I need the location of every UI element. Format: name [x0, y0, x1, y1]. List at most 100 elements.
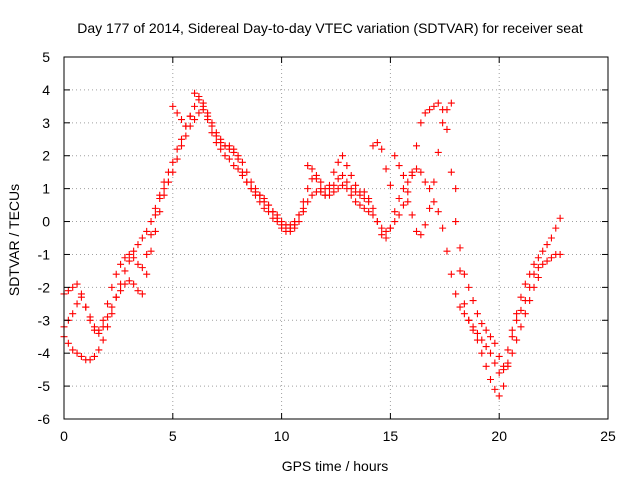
data-point	[304, 185, 312, 193]
data-point	[434, 99, 442, 107]
data-point	[147, 231, 155, 239]
y-axis-title: SDTVAR / TECUs	[6, 184, 22, 296]
data-point	[182, 122, 190, 130]
data-point	[178, 142, 186, 150]
data-point	[343, 178, 351, 186]
data-point	[378, 224, 386, 232]
x-axis-title: GPS time / hours	[282, 458, 389, 474]
data-point	[299, 198, 307, 206]
data-point	[134, 241, 142, 249]
data-point	[426, 185, 434, 193]
data-point	[130, 247, 138, 255]
data-point	[265, 201, 273, 209]
data-point	[230, 162, 238, 170]
data-point	[386, 181, 394, 189]
data-point	[99, 316, 107, 324]
data-point	[151, 227, 159, 235]
data-point	[130, 254, 138, 262]
data-point	[356, 201, 364, 209]
data-point	[434, 148, 442, 156]
y-tick-label: 5	[42, 49, 50, 65]
data-point	[247, 185, 255, 193]
data-point	[413, 142, 421, 150]
y-tick-labels: -6 -5 -4 -3 -2 -1 0 1 2 3 4 5	[38, 49, 51, 427]
data-point	[160, 185, 168, 193]
data-point	[69, 346, 77, 354]
data-point	[513, 316, 521, 324]
data-point	[199, 102, 207, 110]
data-point	[173, 155, 181, 163]
data-point	[430, 102, 438, 110]
x-tick-labels: 0 5 10 15 20 25	[60, 428, 616, 444]
data-point	[173, 145, 181, 153]
data-point	[125, 257, 133, 265]
data-point	[265, 208, 273, 216]
x-tick-label: 15	[383, 428, 399, 444]
data-point	[426, 204, 434, 212]
data-point	[130, 280, 138, 288]
data-point	[486, 349, 494, 357]
data-point	[473, 310, 481, 318]
data-point	[304, 162, 312, 170]
data-point	[117, 260, 125, 268]
data-point	[156, 208, 164, 216]
y-tick-label: -5	[38, 378, 51, 394]
data-points	[60, 89, 564, 400]
data-point	[543, 257, 551, 265]
data-point	[504, 346, 512, 354]
data-point	[434, 208, 442, 216]
data-point	[426, 106, 434, 114]
data-point	[256, 198, 264, 206]
data-point	[391, 218, 399, 226]
data-point	[413, 227, 421, 235]
data-point	[508, 349, 516, 357]
data-point	[452, 218, 460, 226]
data-point	[73, 349, 81, 357]
data-point	[539, 247, 547, 255]
data-point	[90, 352, 98, 360]
data-point	[460, 270, 468, 278]
data-point	[191, 89, 199, 97]
data-point	[104, 300, 112, 308]
data-point	[478, 336, 486, 344]
data-point	[482, 343, 490, 351]
data-point	[325, 181, 333, 189]
data-point	[534, 273, 542, 281]
data-point	[243, 178, 251, 186]
x-tick-label: 5	[169, 428, 177, 444]
data-point	[500, 362, 508, 370]
data-point	[547, 254, 555, 262]
data-point	[547, 234, 555, 242]
data-point	[104, 313, 112, 321]
x-tick-label: 20	[491, 428, 507, 444]
data-point	[308, 165, 316, 173]
data-point	[343, 162, 351, 170]
data-point	[69, 283, 77, 291]
data-point	[521, 310, 529, 318]
data-point	[195, 92, 203, 100]
data-point	[90, 326, 98, 334]
data-point	[413, 165, 421, 173]
data-point	[295, 218, 303, 226]
data-point	[295, 211, 303, 219]
data-point	[452, 290, 460, 298]
data-point	[395, 162, 403, 170]
data-point	[121, 254, 129, 262]
data-point	[86, 316, 94, 324]
data-point	[478, 320, 486, 328]
data-point	[334, 185, 342, 193]
data-point	[478, 349, 486, 357]
data-point	[225, 142, 233, 150]
y-tick-label: 2	[42, 148, 50, 164]
data-point	[456, 244, 464, 252]
data-point	[308, 191, 316, 199]
data-point	[77, 352, 85, 360]
data-point	[517, 323, 525, 331]
data-point	[69, 310, 77, 318]
data-point	[321, 191, 329, 199]
data-point	[539, 260, 547, 268]
data-point	[365, 208, 373, 216]
data-point	[534, 254, 542, 262]
data-point	[447, 168, 455, 176]
data-point	[173, 109, 181, 117]
